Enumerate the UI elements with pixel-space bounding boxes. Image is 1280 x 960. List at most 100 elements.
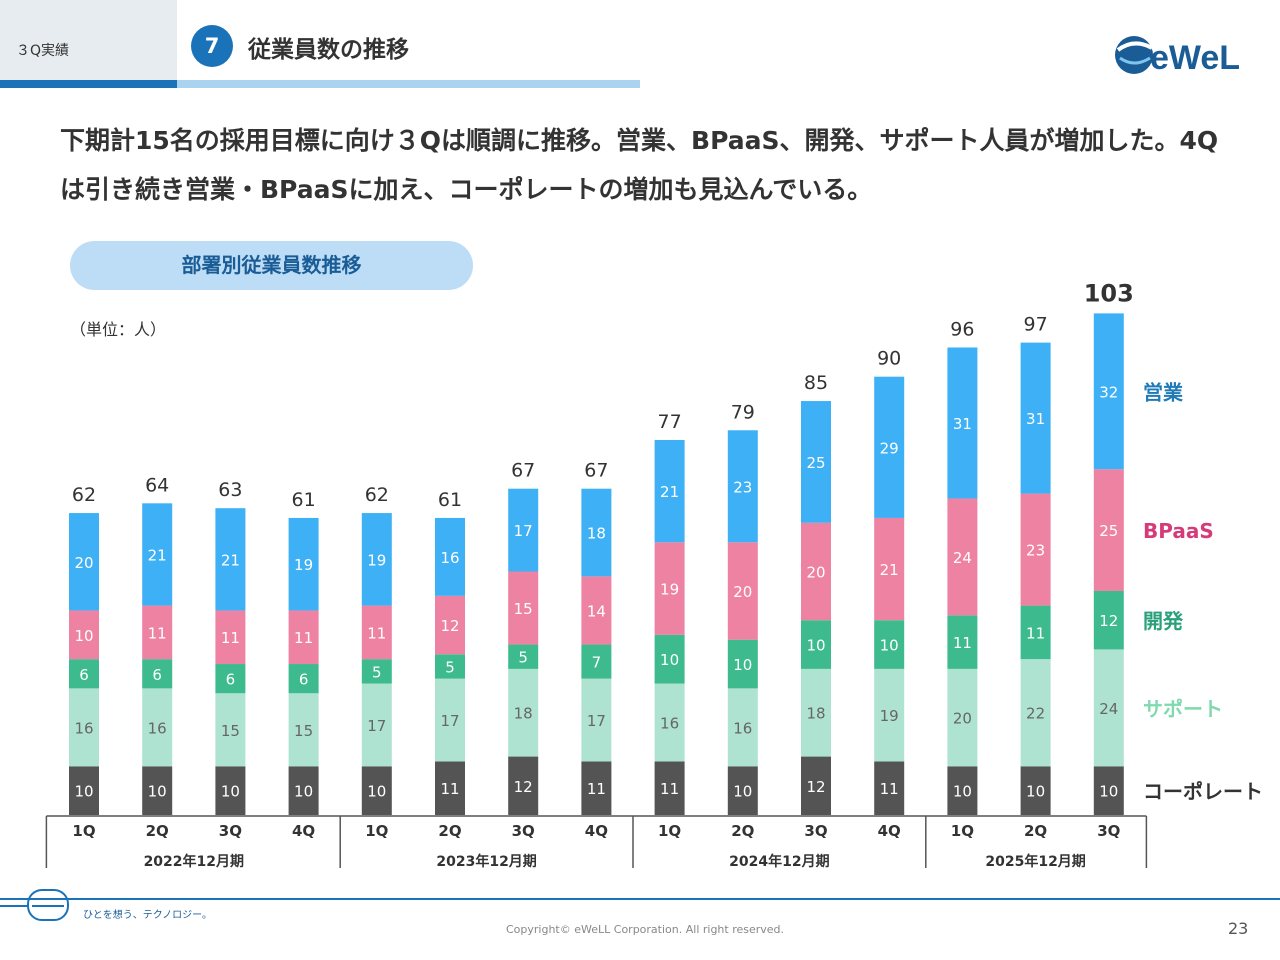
bar-value-label: 12 [514, 778, 533, 796]
bar-total-label: 96 [950, 318, 974, 340]
bar-value-label: 5 [518, 649, 528, 667]
bar-total-label: 90 [877, 348, 901, 370]
group-label: 2023年12月期 [436, 853, 536, 870]
logo-text: eWeLL [1150, 39, 1242, 77]
bar-value-label: 6 [152, 666, 162, 684]
bar-value-label: 10 [1026, 783, 1045, 801]
bar-value-label: 21 [148, 546, 167, 564]
bar-segment [142, 766, 173, 815]
bar-segment [1093, 469, 1124, 591]
bar-segment [1020, 605, 1051, 660]
bar-segment [361, 513, 392, 606]
bar-value-label: 11 [660, 780, 679, 798]
bar-segment [361, 605, 392, 660]
bar-value-label: 15 [221, 722, 240, 740]
bar-segment [435, 517, 465, 596]
bar-segment [435, 678, 465, 762]
bar-value-label: 16 [148, 719, 167, 737]
bar-value-label: 19 [294, 556, 313, 574]
bar-segment [142, 659, 173, 689]
footer-tagline: ひとを想う、テクノロジー。 [83, 910, 212, 921]
bar-value-label: 16 [440, 549, 459, 567]
bar-segment [727, 766, 758, 815]
bar-segment [69, 688, 99, 767]
bar-segment [727, 688, 758, 767]
bar-segment [508, 644, 539, 669]
bar-total-label: 64 [145, 474, 169, 496]
bar-segment [581, 761, 612, 815]
bar-segment [508, 571, 539, 645]
bar-value-label: 11 [1026, 624, 1045, 642]
legend-label: 開発 [1143, 609, 1184, 633]
bar-segment [874, 620, 905, 669]
bar-segment [1020, 766, 1051, 815]
bar-segment [727, 639, 758, 689]
legend-label: 営業 [1143, 380, 1184, 404]
bar-segment [69, 766, 99, 815]
bar-value-label: 10 [1099, 783, 1118, 801]
bar-segment [947, 615, 978, 669]
bar-segment [215, 766, 246, 815]
bar-segment [654, 634, 685, 684]
bar-value-label: 16 [660, 714, 679, 732]
bar-segment [435, 761, 465, 815]
bar-segment [874, 761, 905, 815]
unit-label: （単位：人） [70, 320, 167, 339]
x-tick-label: 2Q [731, 822, 754, 840]
x-tick-label: 1Q [365, 822, 388, 840]
bar-total-label: 103 [1084, 279, 1134, 307]
bar-segment [581, 678, 612, 762]
footer-divider [0, 898, 1280, 900]
bar-value-label: 14 [587, 602, 606, 620]
bar-segment [654, 440, 685, 543]
bar-segment [727, 430, 758, 543]
section-label: ３Q実績 [16, 43, 70, 59]
bar-value-label: 19 [880, 707, 899, 725]
bar-value-label: 15 [294, 722, 313, 740]
bar-value-label: 21 [221, 551, 240, 569]
bar-value-label: 25 [1099, 522, 1118, 540]
bar-total-label: 79 [731, 401, 755, 423]
group-label: 2024年12月期 [729, 853, 829, 870]
bar-segment [801, 401, 831, 523]
bar-value-label: 16 [74, 719, 93, 737]
bar-value-label: 18 [514, 705, 533, 723]
x-tick-label: 1Q [658, 822, 681, 840]
bar-total-label: 67 [584, 460, 608, 482]
bar-segment [215, 508, 246, 611]
bar-value-label: 16 [733, 719, 752, 737]
bar-value-label: 25 [806, 454, 825, 472]
x-tick-label: 3Q [804, 822, 827, 840]
ewell-logo: eWeLL [1115, 36, 1242, 77]
x-tick-label: 4Q [878, 822, 901, 840]
bar-total-label: 77 [658, 411, 682, 433]
bar-value-label: 19 [660, 581, 679, 599]
bar-value-label: 29 [880, 439, 899, 457]
bar-segment [1020, 659, 1051, 767]
x-tick-label: 3Q [1097, 822, 1120, 840]
bar-value-label: 11 [953, 634, 972, 652]
bar-value-label: 18 [587, 525, 606, 543]
bar-value-label: 10 [294, 783, 313, 801]
bar-value-label: 20 [806, 564, 825, 582]
bar-total-label: 61 [438, 489, 462, 511]
bar-segment [288, 664, 319, 694]
bar-value-label: 5 [372, 663, 382, 681]
bar-segment [581, 644, 612, 679]
x-tick-label: 2Q [1024, 822, 1047, 840]
bar-segment [1093, 766, 1124, 815]
bar-segment [581, 488, 612, 577]
bar-value-label: 17 [514, 522, 533, 540]
bar-segment [654, 683, 685, 762]
bar-segment [801, 668, 831, 757]
bar-segment [508, 756, 539, 815]
bar-segment [947, 498, 978, 616]
bar-segment [581, 576, 612, 645]
bar-total-label: 97 [1024, 314, 1048, 336]
bar-segment [142, 503, 173, 606]
bar-segment [288, 610, 319, 665]
bar-value-label: 10 [367, 783, 386, 801]
bar-value-label: 21 [660, 483, 679, 501]
bar-value-label: 10 [148, 783, 167, 801]
x-tick-label: 2Q [438, 822, 461, 840]
